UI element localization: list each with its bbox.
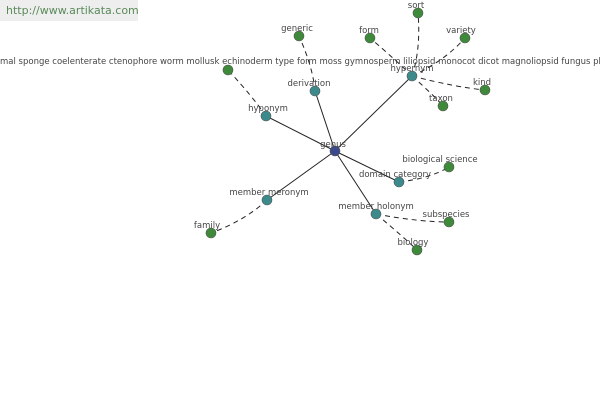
node [370, 208, 382, 220]
node-label: hyponym [248, 104, 288, 114]
dashed-edge [210, 199, 268, 234]
node-label: kind [473, 78, 491, 88]
node-label: sort [408, 1, 425, 11]
node [309, 85, 321, 97]
header-url[interactable]: http://www.artikata.com [6, 4, 139, 17]
dashed-edge [411, 75, 486, 91]
edge [265, 115, 336, 152]
node [293, 30, 305, 42]
node-label: family [194, 221, 220, 231]
node-label: mal sponge coelenterate ctenophore worm … [0, 57, 600, 67]
node [261, 194, 273, 206]
node [222, 64, 234, 76]
node [260, 110, 272, 122]
dashed-edge [375, 213, 418, 251]
header-bg [0, 0, 138, 21]
node-label: domain category [359, 170, 431, 180]
node-label: biological science [402, 155, 477, 165]
node [412, 7, 424, 19]
node [443, 216, 455, 228]
node-label: member meronym [229, 188, 308, 198]
node-label: member holonym [338, 202, 413, 212]
node [329, 145, 341, 157]
dashed-edge [411, 12, 420, 77]
node [443, 161, 455, 173]
edge [334, 75, 413, 152]
node-label: variety [446, 26, 476, 36]
node-label: subspecies [423, 210, 471, 220]
node-label: genus [320, 140, 346, 150]
node-label: taxon [429, 94, 453, 104]
node [393, 176, 405, 188]
node-label: derivation [287, 79, 330, 89]
edge [334, 150, 400, 183]
node [406, 70, 418, 82]
node [205, 227, 217, 239]
node [459, 32, 471, 44]
node [411, 244, 423, 256]
edge [334, 150, 377, 215]
dashed-edge [375, 213, 450, 223]
node-label: generic [281, 24, 313, 34]
node [479, 84, 491, 96]
node-label: biology [398, 238, 429, 248]
node-label: form [359, 26, 379, 36]
node-label: hypernym [390, 64, 433, 74]
node [364, 32, 376, 44]
edge [266, 150, 336, 201]
node [437, 100, 449, 112]
